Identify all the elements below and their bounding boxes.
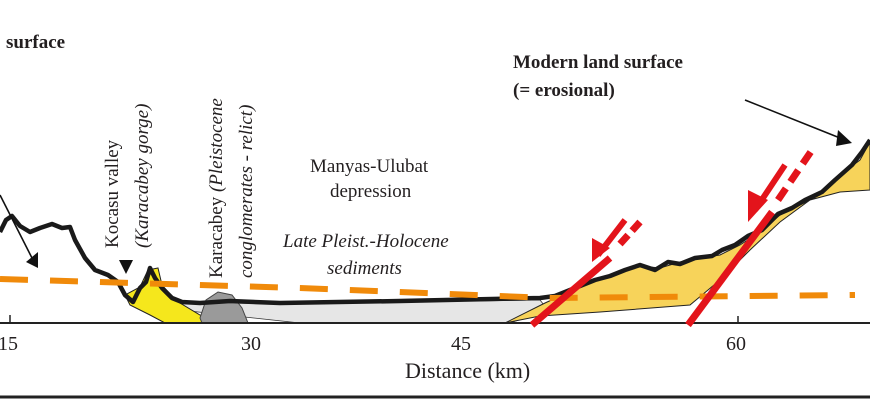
modern-surface-arrow-icon — [744, 99, 852, 146]
tick-label-30: 30 — [241, 333, 261, 355]
fault-right-arrow-icon — [748, 190, 768, 222]
kocasu-valley-label: Kocasu valley — [102, 139, 123, 248]
conglomerate-relict-gray — [199, 291, 249, 324]
depression-label-line2: depression — [330, 181, 412, 202]
modern-land-surface-label: Modern land surface — [513, 52, 683, 73]
sediments-label-line2: sediments — [327, 258, 402, 279]
fault-left-arrow-icon — [592, 238, 610, 262]
karacabey-gorge-label: (Karacabey gorge) — [132, 104, 153, 248]
karacabey-label-name: Karacabey — [206, 192, 227, 278]
karacabey-label-paren: (Pleistocene — [206, 98, 227, 192]
depression-label-line1: Manyas-Ulubat — [310, 156, 429, 177]
conglomerates-label: conglomerates - relict) — [236, 105, 257, 278]
x-axis-label: Distance (km) — [405, 358, 530, 383]
karacabey-label: Karacabey (Pleistocene — [206, 98, 227, 278]
modern-land-surface-profile — [0, 138, 870, 306]
kocasu-arrow-icon — [119, 260, 133, 274]
surface-label-left: surface — [6, 32, 65, 53]
fault-left — [529, 218, 643, 328]
erosional-label: (= erosional) — [513, 80, 615, 101]
tick-label-45: 45 — [451, 333, 471, 355]
fault-right — [685, 148, 815, 328]
tick-label-15: 15 — [0, 333, 18, 355]
left-surface-arrow-icon — [0, 194, 38, 268]
reference-dashed-line — [0, 276, 856, 302]
sediments-label-line1: Late Pleist.-Holocene — [282, 231, 449, 252]
tick-label-60: 60 — [726, 333, 746, 355]
